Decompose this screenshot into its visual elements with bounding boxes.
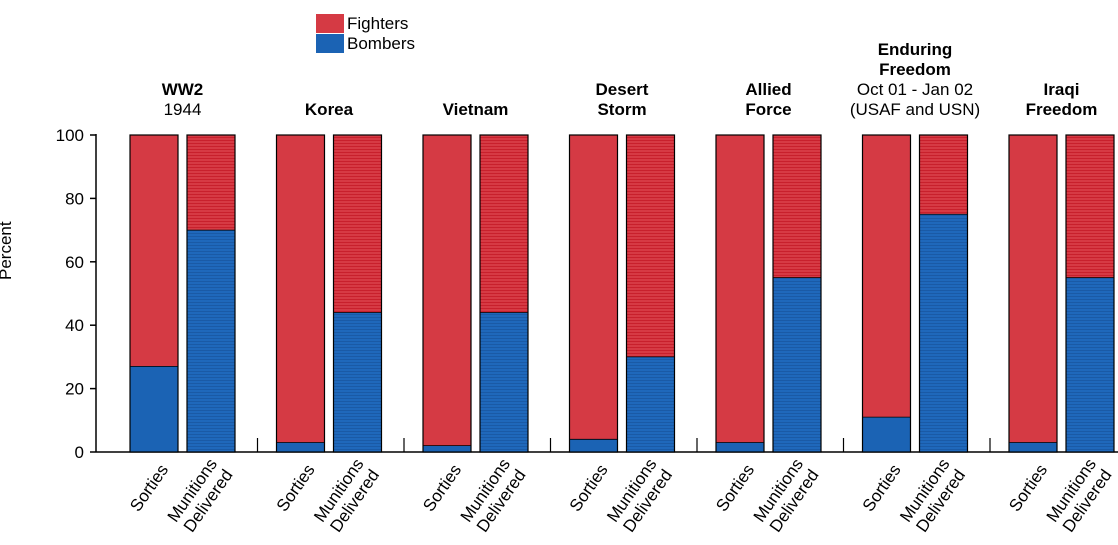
bar-bombers-sorties <box>1009 442 1057 452</box>
bar-fighters-sorties <box>130 135 178 367</box>
group-title-sub-line: 1944 <box>163 100 202 119</box>
x-bar-label: Sorties <box>1005 461 1051 515</box>
group-title: Korea <box>254 100 404 120</box>
x-bar-label: MunitionsDelivered <box>310 455 383 536</box>
x-bar-label: MunitionsDelivered <box>896 455 969 536</box>
bar-outline <box>568 134 619 453</box>
bar-bombers-munitions_delivered <box>773 277 821 452</box>
group-title: Vietnam <box>401 100 551 120</box>
x-bar-label-line: Sorties <box>126 461 172 515</box>
group-title: Iraqi Freedom <box>987 80 1118 120</box>
group-title-bold-line: Force <box>745 100 792 119</box>
bar-bombers-munitions_delivered <box>480 312 528 452</box>
bar-fighters-munitions_delivered <box>480 135 528 313</box>
legend-swatch-fighters <box>316 14 344 33</box>
group-title-bold-line: Storm <box>597 100 647 119</box>
y-tick-label: 100 <box>56 126 84 145</box>
y-tick-label: 60 <box>65 253 84 272</box>
bar-bombers-sorties <box>716 442 764 452</box>
y-tick-label: 20 <box>65 380 84 399</box>
bar-fighters-sorties <box>423 135 471 446</box>
group-title-bold-line: Iraqi <box>1043 80 1080 99</box>
x-bar-label: MunitionsDelivered <box>603 455 676 536</box>
group-title-bold-line: Freedom <box>1025 100 1098 119</box>
group-title-bold-line: Freedom <box>879 60 951 79</box>
bar-outline <box>332 134 383 453</box>
bar-bombers-munitions_delivered <box>1066 277 1114 452</box>
bar-outline <box>772 134 822 453</box>
bar-outline <box>625 134 676 453</box>
bar-outline <box>275 134 326 453</box>
bar-outline <box>715 134 765 453</box>
bar-fighters-munitions_delivered <box>626 135 675 357</box>
x-bar-label-line: Sorties <box>1005 461 1051 515</box>
bar-fighters-sorties <box>862 135 911 418</box>
group-title-bold-line: Korea <box>304 100 354 119</box>
bar-outline <box>918 134 969 453</box>
bar-bombers-sorties <box>569 439 618 452</box>
bar-fighters-munitions_delivered <box>1066 135 1114 278</box>
x-bar-label-line: Sorties <box>566 461 612 515</box>
x-bar-label: Sorties <box>712 461 758 515</box>
y-tick-label: 40 <box>65 316 84 335</box>
group-title-sub-line: Oct 01 - Jan 02 <box>856 80 974 99</box>
group-title-bold-line: Enduring <box>877 40 953 59</box>
x-bar-label: MunitionsDelivered <box>164 455 237 536</box>
x-bar-label: Sorties <box>126 461 172 515</box>
bar-bombers-munitions_delivered <box>333 312 382 452</box>
bar-bombers-munitions_delivered <box>626 356 675 452</box>
bar-outline <box>1065 134 1115 453</box>
group-title-bold-line: Desert <box>595 80 649 99</box>
group-title-bold-line: Allied <box>745 80 792 99</box>
bar-fighters-sorties <box>716 135 764 443</box>
x-bar-label: MunitionsDelivered <box>750 455 823 536</box>
x-bar-label: Sorties <box>859 461 905 515</box>
bar-bombers-sorties <box>423 445 471 452</box>
bar-bombers-munitions_delivered <box>187 230 235 452</box>
bar-outline <box>861 134 912 453</box>
y-tick-label: 80 <box>65 189 84 208</box>
x-bar-label-line: Sorties <box>712 461 758 515</box>
y-tick-label: 0 <box>75 443 84 462</box>
group-title: Desert Storm <box>547 80 697 120</box>
x-bar-label-line: Sorties <box>859 461 905 515</box>
bar-fighters-sorties <box>276 135 325 443</box>
bar-fighters-sorties <box>1009 135 1057 443</box>
bar-outline <box>422 134 472 453</box>
bar-outline <box>186 134 236 453</box>
bar-bombers-sorties <box>862 417 911 452</box>
x-bar-label: Sorties <box>273 461 319 515</box>
group-title-bold-line: Vietnam <box>442 100 509 119</box>
bar-fighters-munitions_delivered <box>919 135 968 215</box>
x-bar-label: MunitionsDelivered <box>1043 455 1116 536</box>
bar-fighters-munitions_delivered <box>773 135 821 278</box>
bar-outline <box>129 134 179 453</box>
x-bar-label: Sorties <box>566 461 612 515</box>
group-title-bold-line: WW2 <box>161 80 204 99</box>
x-bar-label: Sorties <box>419 461 465 515</box>
legend-label-bombers: Bombers <box>347 34 416 53</box>
bar-bombers-munitions_delivered <box>919 214 968 452</box>
group-title: Enduring Freedom Oct 01 - Jan 02 (USAF and … <box>840 40 990 120</box>
group-title-sub-line: (USAF and USN) <box>849 100 981 119</box>
bar-outline <box>479 134 529 453</box>
x-bar-label-line: Sorties <box>419 461 465 515</box>
legend-label-fighters: Fighters <box>347 14 409 33</box>
bar-fighters-sorties <box>569 135 618 440</box>
group-title: WW2 1944 <box>108 80 258 120</box>
bar-bombers-sorties <box>276 442 325 452</box>
bar-fighters-munitions_delivered <box>333 135 382 313</box>
bar-outline <box>1008 134 1058 453</box>
group-title: Allied Force <box>694 80 844 120</box>
legend-swatch-bombers <box>316 34 344 53</box>
bar-bombers-sorties <box>130 366 178 452</box>
x-bar-label: MunitionsDelivered <box>457 455 530 536</box>
x-bar-label-line: Sorties <box>273 461 319 515</box>
bar-fighters-munitions_delivered <box>187 135 235 231</box>
